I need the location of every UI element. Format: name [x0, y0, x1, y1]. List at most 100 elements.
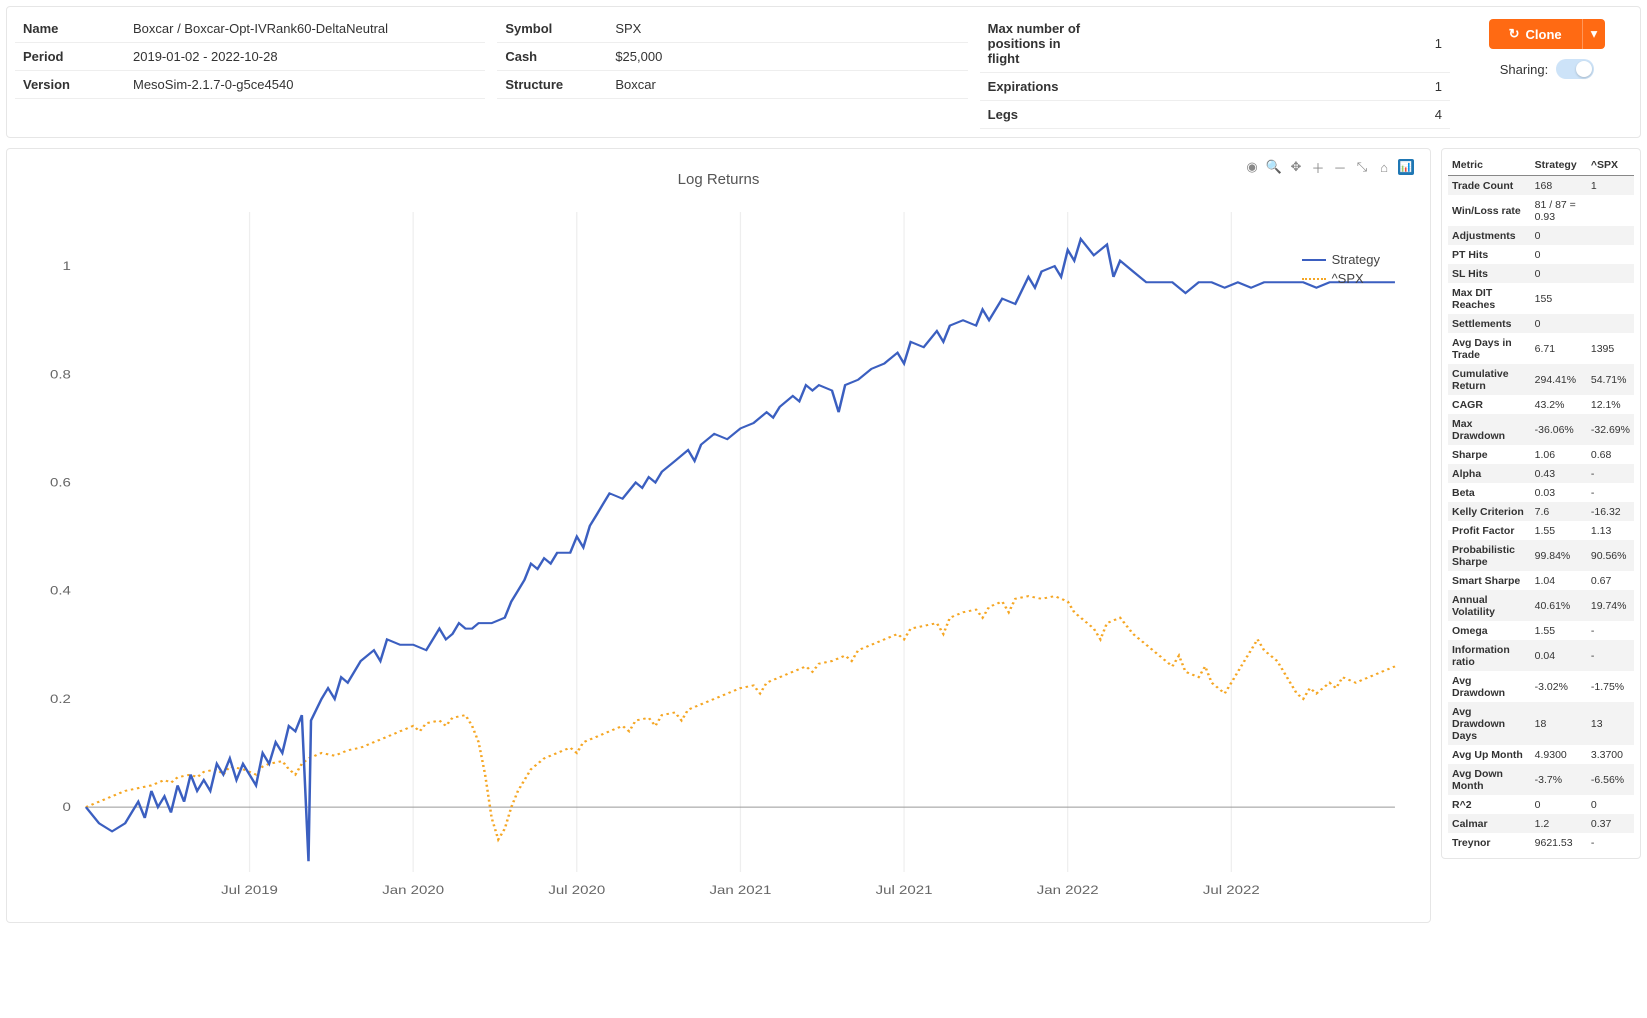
camera-icon[interactable]: ◉ — [1244, 159, 1260, 175]
metric-value: - — [1587, 640, 1634, 671]
metrics-row: R^200 — [1448, 795, 1634, 814]
legend-item[interactable]: ^SPX — [1302, 271, 1380, 286]
metric-value: -3.02% — [1531, 671, 1587, 702]
metric-value — [1587, 283, 1634, 314]
metric-name: Beta — [1448, 483, 1531, 502]
metric-name: Avg Days in Trade — [1448, 333, 1531, 364]
metric-value: -6.56% — [1587, 764, 1634, 795]
zoom-icon[interactable]: 🔍 — [1266, 159, 1282, 175]
metric-value: 168 — [1531, 176, 1587, 196]
metric-value: 0 — [1531, 264, 1587, 283]
metric-name: Alpha — [1448, 464, 1531, 483]
metrics-row: Trade Count1681 — [1448, 176, 1634, 196]
metric-name: Omega — [1448, 621, 1531, 640]
metric-value: 18 — [1531, 702, 1587, 745]
metric-value: 0.43 — [1531, 464, 1587, 483]
log-returns-chart[interactable]: 00.20.40.60.81Jul 2019Jan 2020Jul 2020Ja… — [17, 192, 1420, 912]
metric-value: 294.41% — [1531, 364, 1587, 395]
metric-name: PT Hits — [1448, 245, 1531, 264]
reset-icon[interactable]: ⌂ — [1376, 159, 1392, 175]
metric-name: Cumulative Return — [1448, 364, 1531, 395]
svg-text:Jan 2022: Jan 2022 — [1037, 883, 1099, 896]
metric-value: 90.56% — [1587, 540, 1634, 571]
metric-value: - — [1587, 464, 1634, 483]
metric-value: 0.67 — [1587, 571, 1634, 590]
metric-value: 81 / 87 = 0.93 — [1531, 195, 1587, 226]
metric-value: -32.69% — [1587, 414, 1634, 445]
info-row: NameBoxcar / Boxcar-Opt-IVRank60-DeltaNe… — [15, 15, 485, 43]
metric-value: 19.74% — [1587, 590, 1634, 621]
metric-name: Win/Loss rate — [1448, 195, 1531, 226]
metric-value: 1 — [1587, 176, 1634, 196]
chart-card: ◉ 🔍 ✥ ＋ － ⤡ ⌂ 📊 Log Returns 00.20.40.60.… — [6, 148, 1431, 923]
metrics-row: Max DIT Reaches155 — [1448, 283, 1634, 314]
metrics-row: Win/Loss rate81 / 87 = 0.93 — [1448, 195, 1634, 226]
metric-value: 0 — [1531, 226, 1587, 245]
autoscale-icon[interactable]: ⤡ — [1354, 159, 1370, 175]
metric-value: 1.13 — [1587, 521, 1634, 540]
metric-value: 0 — [1587, 795, 1634, 814]
info-key: Expirations — [980, 73, 1090, 101]
metric-value: 0 — [1531, 795, 1587, 814]
info-row: Cash$25,000 — [497, 43, 967, 71]
info-col-2: SymbolSPXCash$25,000StructureBoxcar — [497, 15, 967, 129]
metrics-header: Metric — [1448, 155, 1531, 176]
metric-name: Calmar — [1448, 814, 1531, 833]
metrics-header: ^SPX — [1587, 155, 1634, 176]
info-row: Legs4 — [980, 101, 1450, 129]
clone-button[interactable]: ↻ Clone — [1489, 19, 1582, 49]
zoom-in-icon[interactable]: ＋ — [1310, 159, 1326, 175]
info-key: Version — [15, 71, 125, 99]
metrics-row: Treynor9621.53- — [1448, 833, 1634, 852]
plotly-logo-icon[interactable]: 📊 — [1398, 159, 1414, 175]
metric-value: -36.06% — [1531, 414, 1587, 445]
pan-icon[interactable]: ✥ — [1288, 159, 1304, 175]
info-col-1: NameBoxcar / Boxcar-Opt-IVRank60-DeltaNe… — [15, 15, 485, 129]
metric-value: -16.32 — [1587, 502, 1634, 521]
metric-name: Avg Drawdown Days — [1448, 702, 1531, 745]
metric-value: 0 — [1531, 314, 1587, 333]
legend-item[interactable]: Strategy — [1302, 252, 1380, 267]
metric-value: 6.71 — [1531, 333, 1587, 364]
svg-text:Jul 2022: Jul 2022 — [1203, 883, 1260, 896]
metric-value: 0.37 — [1587, 814, 1634, 833]
metric-name: Information ratio — [1448, 640, 1531, 671]
metric-name: Trade Count — [1448, 176, 1531, 196]
metrics-row: Calmar1.20.37 — [1448, 814, 1634, 833]
metrics-row: CAGR43.2%12.1% — [1448, 395, 1634, 414]
metric-value — [1587, 195, 1634, 226]
metrics-row: Information ratio0.04- — [1448, 640, 1634, 671]
metrics-row: Avg Up Month4.93003.3700 — [1448, 745, 1634, 764]
metric-name: Max Drawdown — [1448, 414, 1531, 445]
info-value: Boxcar / Boxcar-Opt-IVRank60-DeltaNeutra… — [125, 15, 485, 43]
sharing-toggle[interactable] — [1556, 59, 1594, 79]
info-value: 4 — [1090, 101, 1450, 129]
metric-value: 3.3700 — [1587, 745, 1634, 764]
metric-value: 155 — [1531, 283, 1587, 314]
refresh-icon: ↻ — [1509, 26, 1520, 42]
metrics-row: Smart Sharpe1.040.67 — [1448, 571, 1634, 590]
legend-swatch — [1302, 259, 1326, 261]
svg-text:Jan 2020: Jan 2020 — [382, 883, 444, 896]
action-col: ↻ Clone ▾ Sharing: — [1462, 15, 1632, 129]
chevron-down-icon: ▾ — [1591, 26, 1598, 41]
metrics-row: PT Hits0 — [1448, 245, 1634, 264]
legend-swatch — [1302, 278, 1326, 280]
metric-value: - — [1587, 621, 1634, 640]
info-value: SPX — [607, 15, 967, 43]
metric-value: -1.75% — [1587, 671, 1634, 702]
metric-name: Kelly Criterion — [1448, 502, 1531, 521]
zoom-out-icon[interactable]: － — [1332, 159, 1348, 175]
metrics-row: Annual Volatility40.61%19.74% — [1448, 590, 1634, 621]
clone-dropdown-button[interactable]: ▾ — [1582, 19, 1606, 49]
metric-value: 0.03 — [1531, 483, 1587, 502]
svg-text:0.6: 0.6 — [50, 476, 71, 489]
svg-text:Jan 2021: Jan 2021 — [710, 883, 772, 896]
metric-name: Probabilistic Sharpe — [1448, 540, 1531, 571]
metrics-row: Avg Days in Trade6.711395 — [1448, 333, 1634, 364]
info-key: Structure — [497, 71, 607, 99]
metric-value: 1395 — [1587, 333, 1634, 364]
svg-text:0.8: 0.8 — [50, 368, 71, 381]
svg-text:0.2: 0.2 — [50, 692, 71, 705]
metric-value: - — [1587, 483, 1634, 502]
